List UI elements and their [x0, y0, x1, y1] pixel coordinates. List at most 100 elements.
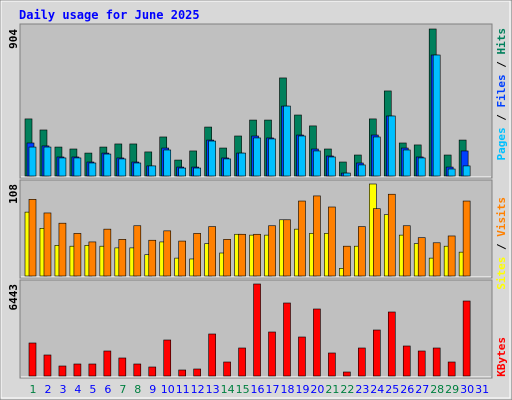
x-tick-label: 9 — [149, 383, 156, 396]
bar — [358, 347, 366, 377]
bar — [133, 225, 142, 277]
legend-entry: Sites — [495, 257, 508, 290]
bar — [432, 242, 441, 277]
bar — [402, 345, 411, 377]
bar — [253, 137, 261, 177]
bar — [193, 233, 201, 277]
bar — [387, 115, 396, 177]
x-tick-label: 14 — [221, 383, 235, 396]
x-tick-label: 2 — [44, 383, 51, 396]
bar — [343, 172, 351, 177]
bar — [238, 152, 246, 177]
x-tick-label: 23 — [355, 383, 369, 396]
bar — [58, 157, 67, 177]
legend-separator: / — [495, 55, 508, 75]
bar — [462, 165, 471, 177]
x-tick-label: 29 — [445, 383, 459, 396]
y-tick-label: 6443 — [7, 284, 20, 311]
bar — [178, 167, 186, 177]
x-tick-label: 8 — [134, 383, 141, 396]
x-tick-label: 27 — [415, 383, 429, 396]
bar — [373, 136, 381, 177]
bar — [163, 149, 172, 177]
bar — [193, 167, 201, 177]
bar — [28, 199, 37, 277]
bar — [387, 193, 396, 277]
bar — [148, 239, 157, 277]
x-tick-label: 5 — [89, 383, 96, 396]
bar — [208, 140, 216, 177]
bar — [178, 369, 186, 377]
bar — [462, 300, 471, 377]
bar — [283, 105, 291, 177]
bar — [133, 162, 142, 177]
x-tick-label: 10 — [161, 383, 175, 396]
legend: Sites / Visits — [495, 197, 508, 290]
bar — [58, 365, 67, 377]
legend-separator: / — [495, 237, 508, 257]
bar — [417, 350, 426, 377]
bar — [88, 241, 97, 277]
x-tick-label: 12 — [191, 383, 205, 396]
bar — [313, 308, 321, 377]
bar — [163, 230, 172, 277]
bar — [73, 363, 82, 377]
bar — [432, 54, 441, 177]
bar — [283, 302, 291, 377]
bar — [373, 208, 381, 277]
legend-entry: Visits — [495, 197, 508, 237]
bar — [417, 157, 426, 177]
bar — [462, 200, 471, 277]
x-tick-label: 7 — [119, 383, 126, 396]
bar — [88, 363, 97, 377]
bar — [358, 226, 366, 277]
bar — [402, 149, 411, 177]
legend-entry: Hits — [495, 28, 508, 55]
bar — [103, 228, 112, 277]
x-tick-label: 3 — [59, 383, 66, 396]
bar — [328, 156, 336, 177]
x-tick-label: 11 — [176, 383, 190, 396]
x-tick-label: 20 — [310, 383, 324, 396]
bar — [208, 226, 216, 277]
bar — [373, 329, 381, 377]
x-tick-label: 21 — [325, 383, 339, 396]
bar — [283, 219, 291, 277]
x-tick-label: 1 — [30, 383, 37, 396]
chart-title: Daily usage for June 2025 — [19, 8, 200, 22]
bar — [103, 153, 112, 177]
bar — [268, 331, 276, 377]
bar — [238, 233, 246, 277]
bar — [253, 283, 261, 377]
y-tick-label: 904 — [7, 29, 20, 49]
bar — [223, 361, 231, 377]
x-tick-label: 17 — [266, 383, 280, 396]
legend-entry: Files — [495, 74, 508, 107]
bar — [343, 245, 351, 277]
bar — [133, 363, 142, 377]
bar — [328, 352, 336, 377]
bar — [28, 146, 37, 177]
bar — [432, 347, 441, 377]
bar — [253, 233, 261, 277]
bar — [43, 354, 52, 377]
bar — [148, 165, 157, 177]
bar — [43, 146, 52, 177]
bar — [73, 233, 82, 277]
x-tick-label: 19 — [295, 383, 309, 396]
bar — [298, 336, 306, 377]
bar — [193, 368, 201, 377]
bar — [298, 200, 306, 277]
bar — [447, 168, 456, 177]
legend-entry: KBytes — [495, 337, 508, 377]
bar — [178, 240, 186, 277]
bar — [118, 357, 127, 377]
x-tick-label: 16 — [251, 383, 265, 396]
bar — [223, 158, 231, 177]
y-tick-label: 108 — [7, 184, 20, 204]
legend-entry: Pages — [495, 127, 508, 160]
legend: Pages / Files / Hits — [495, 28, 508, 161]
bar — [313, 195, 321, 277]
